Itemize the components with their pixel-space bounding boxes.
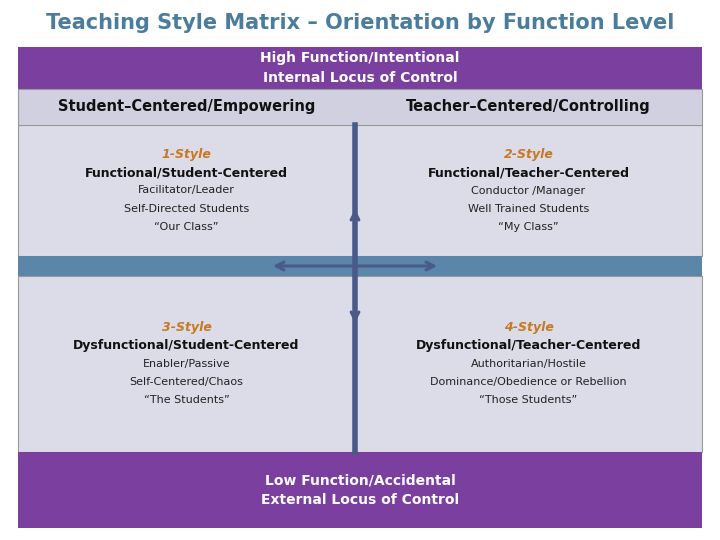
Bar [355, 276, 702, 452]
Bar [18, 276, 355, 452]
Bar [18, 256, 702, 276]
Text: “Those Students”: “Those Students” [480, 395, 577, 405]
Text: Dominance/Obedience or Rebellion: Dominance/Obedience or Rebellion [430, 377, 627, 387]
Text: Well Trained Students: Well Trained Students [468, 204, 589, 213]
Text: Low Function/Accidental
External Locus of Control: Low Function/Accidental External Locus o… [261, 473, 459, 507]
Text: Dysfunctional/Teacher-Centered: Dysfunctional/Teacher-Centered [416, 340, 642, 353]
Bar [18, 89, 702, 125]
Text: 2-Style: 2-Style [503, 148, 554, 161]
Text: 1-Style: 1-Style [161, 148, 212, 161]
Text: High Function/Intentional
Internal Locus of Control: High Function/Intentional Internal Locus… [261, 51, 459, 85]
Text: Dysfunctional/Student-Centered: Dysfunctional/Student-Centered [73, 340, 300, 353]
Text: 3-Style: 3-Style [161, 321, 212, 334]
Text: Self-Centered/Chaos: Self-Centered/Chaos [130, 377, 243, 387]
Text: 4-Style: 4-Style [503, 321, 554, 334]
Text: Authoritarian/Hostile: Authoritarian/Hostile [471, 359, 586, 369]
Text: “The Students”: “The Students” [143, 395, 230, 405]
Text: Student–Centered/Empowering: Student–Centered/Empowering [58, 99, 315, 114]
Text: Functional/Teacher-Centered: Functional/Teacher-Centered [428, 166, 629, 179]
Text: Teaching Style Matrix – Orientation by Function Level: Teaching Style Matrix – Orientation by F… [46, 13, 674, 33]
Bar [18, 125, 355, 256]
Bar [18, 47, 702, 89]
Text: Functional/Student-Centered: Functional/Student-Centered [85, 166, 288, 179]
Text: “My Class”: “My Class” [498, 221, 559, 232]
Bar [18, 452, 702, 528]
Text: Enabler/Passive: Enabler/Passive [143, 359, 230, 369]
Text: Teacher–Centered/Controlling: Teacher–Centered/Controlling [406, 99, 651, 114]
Text: Self-Directed Students: Self-Directed Students [124, 204, 249, 213]
Text: “Our Class”: “Our Class” [154, 221, 219, 232]
Bar [355, 125, 702, 256]
Text: Conductor /Manager: Conductor /Manager [472, 186, 585, 195]
Text: Facilitator/Leader: Facilitator/Leader [138, 186, 235, 195]
